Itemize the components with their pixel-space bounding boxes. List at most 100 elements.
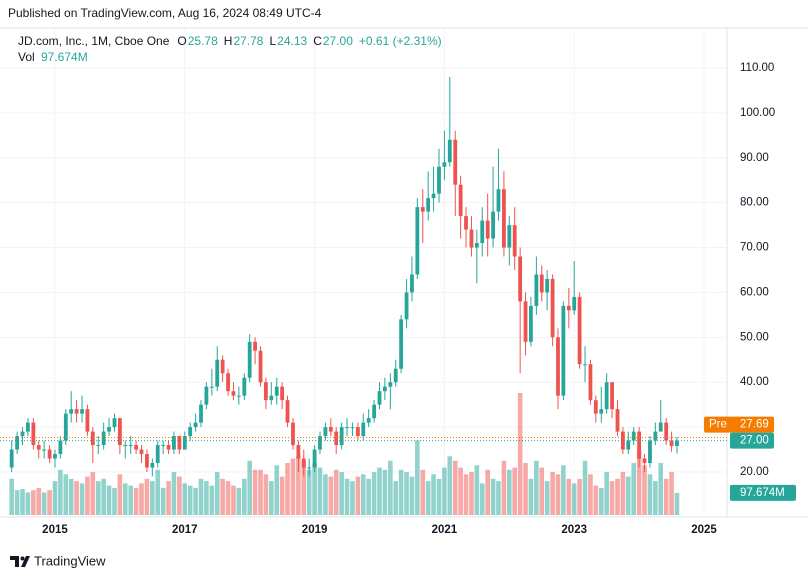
candle-body [339,427,344,446]
candle-body [345,427,349,429]
volume-bar [333,469,339,515]
volume-bar [582,460,588,515]
volume-bar [377,467,382,515]
legend-value: 27.78 [233,34,263,48]
candle-body [9,449,14,468]
volume-bar [609,481,615,515]
candle-body [274,386,279,396]
y-tick-label: 20.00 [740,466,769,478]
volume-bar [139,483,144,515]
volume-bar [431,474,436,515]
volume-bar [312,463,317,515]
pre-tag-value: 27.69 [740,419,769,431]
candle-body [615,409,620,432]
volume-bar [382,469,388,515]
candle-body [96,445,101,447]
volume-bar [442,467,447,515]
candle-body [101,431,106,446]
volume-bar [528,478,534,515]
candle-body [63,413,68,441]
volume-bar [653,481,658,515]
candle-body [350,427,355,429]
candle-body [128,445,133,447]
candle-body [523,301,528,342]
volume-bar [339,472,344,515]
candle-body [648,440,652,464]
legend-key: H [224,34,233,48]
volume-bar [47,490,52,515]
candle-body [15,436,20,450]
candle-body [188,427,193,437]
volume-bar [550,472,555,515]
volume-bar [598,487,604,515]
x-tick-label: 2017 [172,524,198,536]
candle-body [31,422,36,446]
candle-body [415,207,420,275]
volume-tag-label: 97.674M [740,487,785,499]
candle-body [529,305,533,342]
volume-bar [242,478,247,515]
volume-bar [263,474,269,515]
volume-bar [285,463,290,515]
candle-body [550,278,555,338]
legend-change: +0.61 (+2.31%) [359,34,442,48]
candle-body [388,382,393,387]
candle-body [502,189,506,248]
volume-bar [144,478,150,515]
candle-body [20,431,25,437]
volume-bar [306,469,312,515]
candle-body [604,382,609,410]
volume-bar [523,463,528,515]
volume-bar [490,478,496,515]
volume-bar [663,478,669,515]
volume-bar [274,465,280,515]
candle-body [123,445,128,447]
legend-key: O [177,34,186,48]
candle-body [193,422,198,428]
volume-bar [247,460,252,515]
candle-body [139,449,144,455]
candle-body [410,274,414,293]
candle-body [318,436,322,450]
candle-body [404,292,409,320]
candle-body [172,436,176,450]
candle-body [669,440,674,447]
volume-bar [58,469,63,515]
legend-key: C [313,34,322,48]
candle-body [642,458,647,464]
volume-bar [577,478,582,515]
volume-bar [388,460,393,515]
candle-body [545,278,550,293]
volume-bar [231,485,236,515]
candle-body [328,427,333,432]
candle-body [464,216,468,230]
candle-body [280,386,285,401]
candle-body [53,454,57,459]
candle-body [474,243,479,248]
candle-body [166,445,171,450]
candle-body [453,139,458,185]
candle-body [264,382,268,401]
volume-bar [496,481,501,515]
candle-body [556,337,560,396]
volume-bar [225,481,231,515]
volume-bar [193,487,198,515]
volume-bar [14,490,20,515]
footer-brand: TradingView [34,553,106,568]
volume-bar [214,472,220,515]
volume-bar [415,440,420,515]
volume-bar [517,393,523,515]
y-tick-label: 110.00 [740,62,774,74]
volume-bar [31,490,36,515]
candle-body [631,431,636,441]
volume-bar [296,456,301,515]
volume-bar [561,465,566,515]
legend-key: L [269,34,276,48]
volume-bar [360,474,366,515]
last-price-tag [730,432,774,449]
candle-body [215,359,220,387]
candle-body [534,274,539,306]
volume-bar [290,458,296,515]
published-line: Published on TradingView.com, Aug 16, 20… [8,6,322,20]
legend: JD.com, Inc., 1M, Cboe One Vol 97.674M O… [18,34,442,64]
